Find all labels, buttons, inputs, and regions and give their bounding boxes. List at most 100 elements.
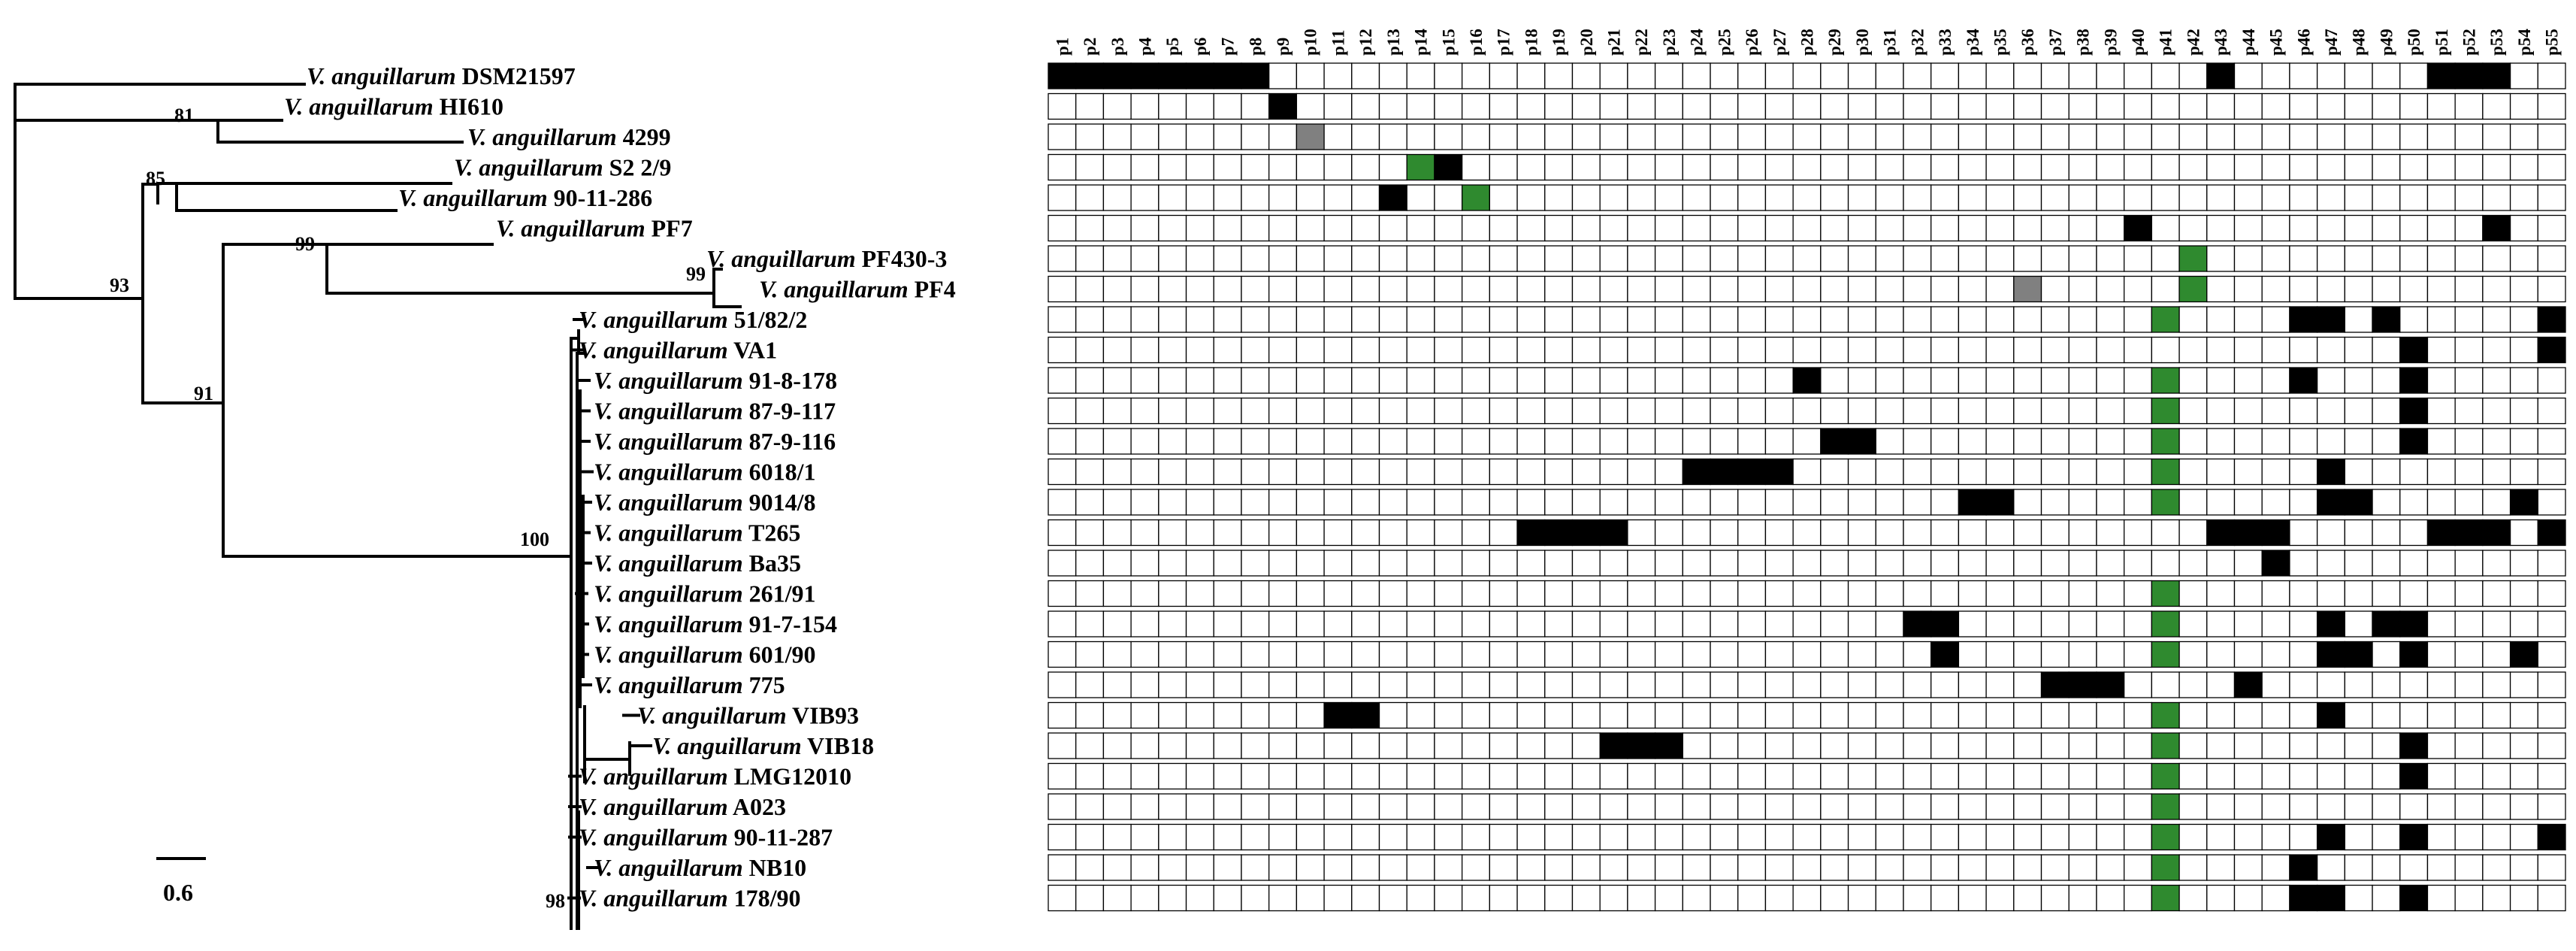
matrix-cell (1130, 92, 1160, 120)
strain-name: Ba35 (749, 550, 801, 577)
matrix-cell (2482, 92, 2511, 120)
matrix-cell (1654, 793, 1683, 820)
matrix-cell (2261, 793, 2290, 820)
matrix-cell (1296, 123, 1325, 150)
matrix-cell (2316, 275, 2345, 303)
matrix-cell (1323, 367, 1353, 394)
matrix-cell (1489, 550, 1518, 577)
column-header: p12 (1356, 29, 1375, 56)
matrix-cell (2040, 671, 2070, 698)
matrix-cell (2261, 123, 2290, 150)
matrix-cell (1378, 275, 1407, 303)
matrix-cell (1378, 336, 1407, 364)
matrix-cell (1682, 610, 1711, 638)
matrix-cell (1930, 428, 1960, 455)
matrix-cell (2316, 641, 2345, 668)
matrix-cell (2509, 550, 2538, 577)
matrix-cell (1048, 762, 1077, 790)
matrix-cell (1654, 580, 1683, 607)
matrix-cell (1875, 823, 1904, 851)
matrix-cell (1654, 92, 1683, 120)
matrix-cell (2537, 732, 2566, 759)
matrix-cell (1268, 153, 1298, 181)
matrix-cell (1130, 732, 1160, 759)
column-header: p43 (2212, 29, 2230, 56)
matrix-cell (1571, 123, 1601, 150)
matrix-cell (2261, 489, 2290, 516)
matrix-cell (2178, 701, 2208, 729)
matrix-cell (1213, 306, 1242, 333)
matrix-cell (1682, 884, 1711, 912)
matrix-cell (2124, 397, 2153, 425)
matrix-cell (1930, 397, 1960, 425)
matrix-cell (2372, 245, 2401, 272)
matrix-cell (1820, 275, 1849, 303)
matrix-cell (2344, 701, 2373, 729)
matrix-cell (1737, 550, 1767, 577)
matrix-cell (1930, 62, 1960, 89)
matrix-cell (1682, 580, 1711, 607)
matrix-cell (1296, 550, 1325, 577)
matrix-cell (1847, 671, 1876, 698)
matrix-cell (2399, 92, 2429, 120)
matrix-cell (2537, 671, 2566, 698)
matrix-cell (1930, 275, 1960, 303)
matrix-cell (1820, 428, 1849, 455)
matrix-cell (2124, 519, 2153, 547)
genus-name: V. anguillarum (496, 215, 646, 242)
matrix-cell (2289, 854, 2318, 881)
matrix-cell (2151, 550, 2180, 577)
matrix-cell (1048, 458, 1077, 486)
strain-label: V. anguillarum VA1 (579, 337, 777, 364)
matrix-cell (2040, 823, 2070, 851)
matrix-cell (1792, 367, 1822, 394)
matrix-cell (1985, 762, 2015, 790)
matrix-cell (2151, 458, 2180, 486)
matrix-cell (1847, 123, 1876, 150)
genus-name: V. anguillarum (594, 610, 743, 638)
matrix-cell (1130, 854, 1160, 881)
matrix-cell (2206, 519, 2236, 547)
matrix-cell (2178, 732, 2208, 759)
matrix-cell (2178, 153, 2208, 181)
matrix-cell (1544, 580, 1574, 607)
matrix-cell (1627, 62, 1656, 89)
matrix-cell (1296, 62, 1325, 89)
matrix-cell (2372, 762, 2401, 790)
matrix-cell (1985, 732, 2015, 759)
column-header: p54 (2515, 29, 2534, 56)
matrix-cell (1958, 641, 1987, 668)
matrix-cell (2261, 701, 2290, 729)
matrix-cell (1958, 519, 1987, 547)
matrix-cell (1489, 671, 1518, 698)
matrix-cell (1737, 793, 1767, 820)
matrix-cell (1406, 610, 1435, 638)
genus-name: V. anguillarum (594, 489, 743, 516)
matrix-cell (2316, 550, 2345, 577)
genus-name: V. anguillarum (594, 580, 743, 607)
matrix-cell (2233, 62, 2263, 89)
matrix-cell (2096, 701, 2125, 729)
matrix-cell (1130, 306, 1160, 333)
matrix-cell (1323, 732, 1353, 759)
matrix-cell (1461, 92, 1490, 120)
matrix-cell (2233, 884, 2263, 912)
matrix-cell (1654, 641, 1683, 668)
matrix-cell (1048, 184, 1077, 211)
matrix-cell (2482, 458, 2511, 486)
matrix-cell (1903, 336, 1932, 364)
matrix-cell (1847, 489, 1876, 516)
matrix-cell (1764, 214, 1794, 242)
matrix-cell (1654, 854, 1683, 881)
matrix-cell (1268, 336, 1298, 364)
matrix-cell (2344, 489, 2373, 516)
matrix-cell (1654, 336, 1683, 364)
matrix-cell (1406, 428, 1435, 455)
matrix-cell (1130, 823, 1160, 851)
matrix-cell (2509, 153, 2538, 181)
column-header: p37 (2046, 29, 2065, 56)
matrix-cell (1296, 793, 1325, 820)
matrix-cell (2344, 275, 2373, 303)
matrix-cell (1434, 367, 1463, 394)
matrix-cell (2261, 153, 2290, 181)
